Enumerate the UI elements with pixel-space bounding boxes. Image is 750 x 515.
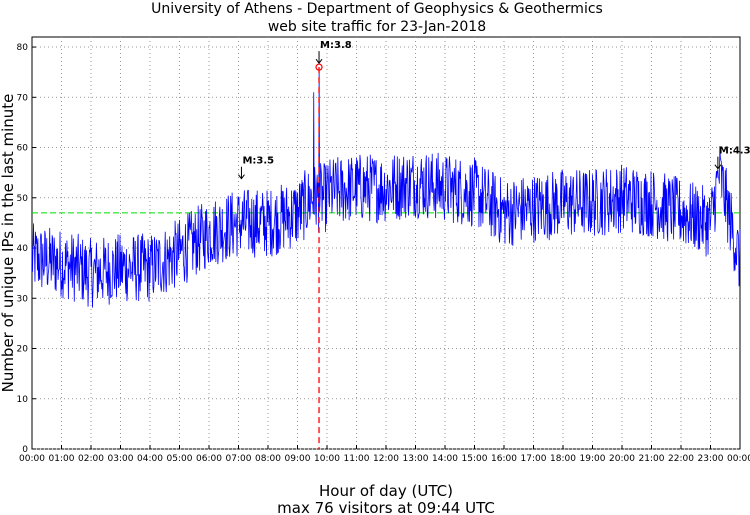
y-tick-label: 40 [17,244,29,254]
y-tick-label: 80 [17,43,29,53]
event-annotations: M:3.5 M:3.8 M:4.3 [238,40,750,180]
x-tick-label: 19:00 [580,454,606,464]
x-tick-label: 15:00 [462,454,488,464]
x-tick-label: 18:00 [550,454,576,464]
annotation-arrow-head [714,164,722,170]
x-tick-label: 05:00 [167,454,193,464]
x-tick-label: 08:00 [255,454,281,464]
y-tick-label: 0 [22,445,28,455]
grid-lines [32,37,740,450]
footer-max-visitors: max 76 visitors at 09:44 UTC [277,499,495,515]
annotation-label: M:3.8 [320,40,352,51]
x-tick-label: 00:00 [19,454,45,464]
y-tick-label: 60 [17,144,29,154]
y-axis-label: Number of unique IPs in the last minute [0,94,17,393]
chart-title: University of Athens - Department of Geo… [151,1,603,17]
x-tick-label: 20:00 [609,454,635,464]
x-tick-label: 00:00 [727,454,750,464]
y-tick-label: 50 [17,194,29,204]
y-tick-label: 20 [17,345,29,355]
x-tick-label: 12:00 [373,454,399,464]
max-visitors-point [315,63,323,71]
x-tick-label: 17:00 [521,454,547,464]
x-tick-label: 06:00 [196,454,222,464]
chart-subtitle: web site traffic for 23-Jan-2018 [268,19,486,35]
annotation-arrow-head [315,58,323,64]
y-tick-label: 30 [17,294,29,304]
x-tick-label: 01:00 [49,454,75,464]
y-axis-ticks: 0 10 20 30 40 50 60 70 80 [17,43,36,455]
y-tick-label: 70 [17,93,29,103]
traffic-series-line [31,67,741,308]
x-tick-label: 07:00 [226,454,252,464]
x-tick-label: 13:00 [403,454,429,464]
annotation-label: M:3.5 [242,156,274,167]
annotation-arrow-head [238,174,245,180]
x-tick-label: 23:00 [698,454,724,464]
x-tick-label: 21:00 [639,454,665,464]
x-axis-ticks: 00:00 01:00 02:00 03:00 04:00 05:00 06:00 07:00… [19,445,750,464]
x-tick-label: 22:00 [668,454,694,464]
x-tick-label: 03:00 [108,454,134,464]
x-tick-label: 16:00 [491,454,517,464]
y-tick-label: 10 [17,395,29,405]
x-tick-label: 11:00 [344,454,370,464]
x-tick-label: 04:00 [137,454,163,464]
x-tick-label: 09:00 [285,454,311,464]
x-tick-label: 14:00 [432,454,458,464]
x-axis-label: Hour of day (UTC) [319,482,453,500]
annotation-label: M:4.3 [719,146,750,157]
x-tick-label: 02:00 [78,454,104,464]
x-tick-label: 10:00 [314,454,340,464]
